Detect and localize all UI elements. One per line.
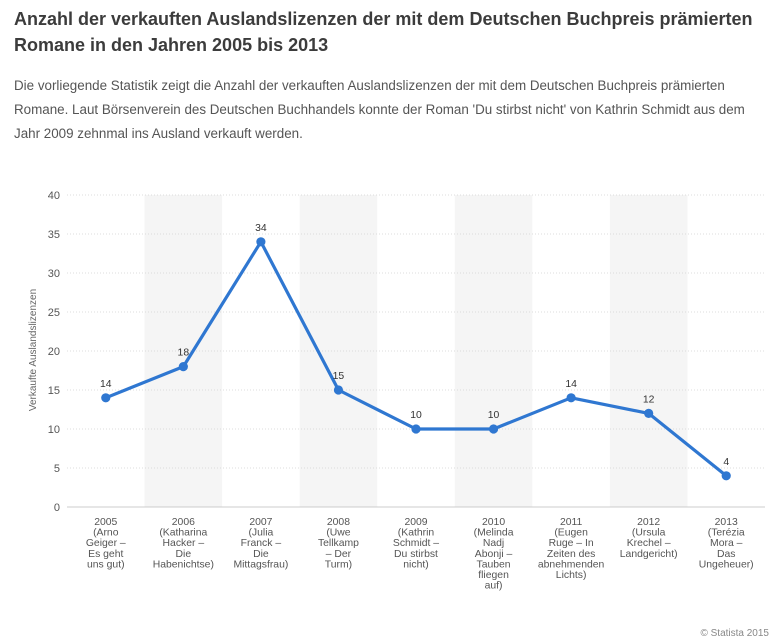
data-label: 14 bbox=[100, 379, 112, 390]
data-label: 18 bbox=[178, 348, 190, 359]
data-label: 12 bbox=[643, 394, 655, 405]
data-labels: 14 18 34 15 10 10 14 12 4 bbox=[100, 223, 729, 468]
chart-title: Anzahl der verkauften Auslandslizenzen d… bbox=[14, 9, 753, 55]
y-tick-label: 25 bbox=[48, 307, 60, 319]
x-tick-label: 2009 (Kathrin Schmidt – Du stirbst nicht) bbox=[393, 517, 439, 570]
data-point bbox=[333, 385, 344, 395]
y-tick-label: 20 bbox=[48, 346, 60, 358]
data-label: 34 bbox=[255, 223, 267, 234]
y-axis-label: Verkaufte Auslandslizenzen bbox=[28, 289, 39, 411]
x-tick-label: 2008 (Uwe Tellkamp – Der Turm) bbox=[318, 517, 359, 570]
x-axis-ticks: 2005 (Arno Geiger – Es geht uns gut) 2006 (Kat… bbox=[86, 517, 754, 592]
y-tick-label: 30 bbox=[48, 268, 60, 280]
category-band bbox=[609, 195, 688, 507]
data-label: 14 bbox=[565, 379, 577, 390]
data-point bbox=[178, 362, 188, 372]
data-point bbox=[101, 393, 111, 403]
data-point bbox=[644, 408, 654, 418]
data-label: 15 bbox=[333, 371, 345, 382]
x-tick-label: 2013 (Terézia Mora – Das Ungeheuer) bbox=[699, 517, 754, 570]
data-point bbox=[721, 471, 731, 481]
y-tick-label: 5 bbox=[54, 463, 60, 475]
chart-description: Die vorliegende Statistik zeigt die Anza… bbox=[14, 78, 745, 141]
y-tick-label: 10 bbox=[48, 424, 60, 436]
y-axis-ticks: 0 5 10 15 20 25 30 35 40 bbox=[48, 190, 60, 514]
x-tick-label: 2006 (Katharina Hacker – Die Habenichtse) bbox=[153, 517, 214, 570]
x-tick-label: 2005 (Arno Geiger – Es geht uns gut) bbox=[86, 517, 126, 570]
x-tick-label: 2010 (Melinda Nadj Abonji – Tauben fliegen auf… bbox=[474, 517, 514, 592]
data-label: 4 bbox=[723, 457, 729, 468]
copyright-footer: © Statista 2015 bbox=[700, 628, 769, 639]
category-band bbox=[299, 195, 378, 507]
y-tick-label: 0 bbox=[54, 502, 60, 514]
data-label: 10 bbox=[488, 410, 500, 421]
y-tick-label: 15 bbox=[48, 385, 60, 397]
data-label: 10 bbox=[410, 410, 422, 421]
y-tick-label: 35 bbox=[48, 229, 60, 241]
data-point bbox=[566, 393, 576, 403]
x-tick-label: 2012 (Ursula Krechel – Landgericht) bbox=[620, 517, 678, 560]
data-points bbox=[101, 237, 731, 481]
x-tick-label: 2011 (Eugen Ruge – In Zeiten des abnehmenden… bbox=[538, 517, 605, 581]
data-point bbox=[488, 424, 499, 434]
y-tick-label: 40 bbox=[48, 190, 60, 202]
data-point bbox=[411, 424, 421, 434]
data-point bbox=[256, 237, 266, 247]
x-tick-label: 2007 (Julia Franck – Die Mittagsfrau) bbox=[233, 517, 288, 570]
